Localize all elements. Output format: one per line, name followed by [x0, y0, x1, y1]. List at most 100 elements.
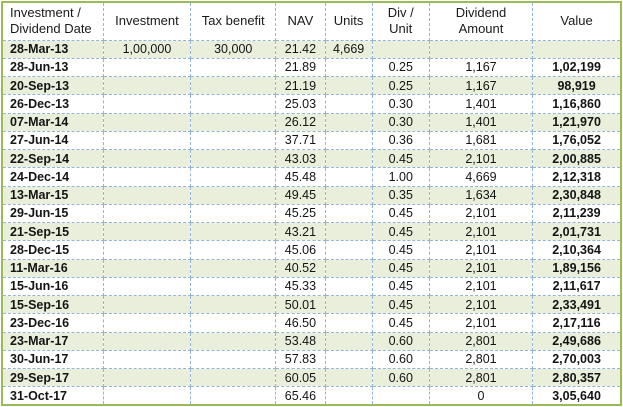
cell-date: 24-Dec-14 — [1, 167, 104, 187]
cell-dividend_amount: 2,801 — [428, 349, 534, 370]
cell-date: 30-Jun-17 — [1, 349, 104, 370]
cell-dividend_amount: 1,401 — [428, 112, 534, 132]
cell-investment — [102, 57, 192, 78]
cell-tax_benefit — [190, 313, 277, 333]
cell-units — [324, 240, 373, 260]
cell-nav: 37.71 — [275, 130, 326, 151]
cell-dividend_amount: 2,801 — [428, 367, 534, 388]
cell-tax_benefit: 30,000 — [190, 39, 277, 59]
cell-div_unit: 0.45 — [371, 294, 430, 315]
cell-nav: 26.12 — [275, 112, 326, 132]
cell-investment — [102, 185, 192, 205]
cell-dividend_amount: 1,634 — [428, 185, 534, 205]
cell-units — [324, 57, 373, 78]
cell-units — [324, 94, 373, 114]
column-header-dividend_amount: Dividend Amount — [428, 1, 534, 41]
cell-div_unit: 0.30 — [371, 112, 430, 132]
cell-div_unit: 0.36 — [371, 130, 430, 151]
cell-dividend_amount: 2,101 — [428, 221, 534, 242]
cell-nav: 57.83 — [275, 349, 326, 370]
cell-div_unit: 0.35 — [371, 185, 430, 205]
cell-div_unit: 0.60 — [371, 367, 430, 388]
cell-units — [324, 221, 373, 242]
cell-investment — [102, 331, 192, 351]
cell-value — [532, 39, 622, 59]
cell-units — [324, 258, 373, 278]
cell-date: 23-Dec-16 — [1, 313, 104, 333]
cell-value: 2,33,491 — [532, 294, 622, 315]
cell-units — [324, 331, 373, 351]
column-header-units: Units — [324, 1, 373, 41]
cell-investment: 1,00,000 — [102, 39, 192, 59]
cell-dividend_amount: 1,681 — [428, 130, 534, 151]
cell-value: 2,30,848 — [532, 185, 622, 205]
cell-date: 26-Dec-13 — [1, 94, 104, 114]
cell-dividend_amount: 2,101 — [428, 258, 534, 278]
cell-units — [324, 185, 373, 205]
cell-div_unit — [371, 386, 430, 406]
cell-nav: 43.03 — [275, 148, 326, 169]
cell-date: 07-Mar-14 — [1, 112, 104, 132]
cell-units — [324, 75, 373, 96]
cell-investment — [102, 75, 192, 96]
cell-div_unit: 0.60 — [371, 331, 430, 351]
cell-nav: 49.45 — [275, 185, 326, 205]
table-row: 29-Sep-17 60.05 0.60 2,801 2,80,357 — [1, 367, 622, 388]
cell-tax_benefit — [190, 112, 277, 132]
cell-nav: 45.33 — [275, 276, 326, 297]
table-header: Investment / Dividend Date Investment Tax … — [1, 1, 622, 41]
cell-dividend_amount: 2,101 — [428, 276, 534, 297]
cell-value: 1,76,052 — [532, 130, 622, 151]
column-header-div_unit: Div / Unit — [371, 1, 430, 41]
table-row: 28-Jun-13 21.89 0.25 1,167 1,02,199 — [1, 57, 622, 78]
cell-units — [324, 203, 373, 224]
cell-value: 2,10,364 — [532, 240, 622, 260]
table-row: 15-Sep-16 50.01 0.45 2,101 2,33,491 — [1, 294, 622, 315]
cell-div_unit: 0.25 — [371, 57, 430, 78]
cell-dividend_amount: 2,101 — [428, 313, 534, 333]
cell-units — [324, 386, 373, 406]
table-row: 07-Mar-14 26.12 0.30 1,401 1,21,970 — [1, 112, 622, 132]
cell-investment — [102, 258, 192, 278]
cell-date: 31-Oct-17 — [1, 386, 104, 406]
table-row: 24-Dec-14 45.48 1.00 4,669 2,12,318 — [1, 167, 622, 187]
table-row: 29-Jun-15 45.25 0.45 2,101 2,11,239 — [1, 203, 622, 224]
cell-div_unit: 1.00 — [371, 167, 430, 187]
cell-units — [324, 313, 373, 333]
cell-value: 2,49,686 — [532, 331, 622, 351]
column-header-date: Investment / Dividend Date — [1, 1, 104, 41]
cell-div_unit: 0.45 — [371, 240, 430, 260]
cell-tax_benefit — [190, 294, 277, 315]
cell-div_unit: 0.25 — [371, 75, 430, 96]
cell-nav: 25.03 — [275, 94, 326, 114]
table-row: 15-Jun-16 45.33 0.45 2,101 2,11,617 — [1, 276, 622, 297]
cell-nav: 21.19 — [275, 75, 326, 96]
cell-units — [324, 148, 373, 169]
cell-date: 20-Sep-13 — [1, 75, 104, 96]
cell-tax_benefit — [190, 94, 277, 114]
cell-units — [324, 294, 373, 315]
cell-dividend_amount: 2,101 — [428, 294, 534, 315]
cell-nav: 45.48 — [275, 167, 326, 187]
cell-date: 29-Jun-15 — [1, 203, 104, 224]
cell-dividend_amount: 1,167 — [428, 75, 534, 96]
cell-investment — [102, 112, 192, 132]
cell-tax_benefit — [190, 258, 277, 278]
cell-nav: 60.05 — [275, 367, 326, 388]
cell-nav: 53.48 — [275, 331, 326, 351]
cell-value: 2,01,731 — [532, 221, 622, 242]
cell-date: 23-Mar-17 — [1, 331, 104, 351]
cell-tax_benefit — [190, 185, 277, 205]
cell-dividend_amount: 2,801 — [428, 331, 534, 351]
cell-date: 15-Jun-16 — [1, 276, 104, 297]
cell-tax_benefit — [190, 331, 277, 351]
cell-date: 13-Mar-15 — [1, 185, 104, 205]
cell-nav: 43.21 — [275, 221, 326, 242]
cell-date: 28-Mar-13 — [1, 39, 104, 59]
cell-nav: 21.89 — [275, 57, 326, 78]
column-header-value: Value — [532, 1, 622, 41]
cell-tax_benefit — [190, 75, 277, 96]
cell-investment — [102, 148, 192, 169]
cell-dividend_amount: 0 — [428, 386, 534, 406]
